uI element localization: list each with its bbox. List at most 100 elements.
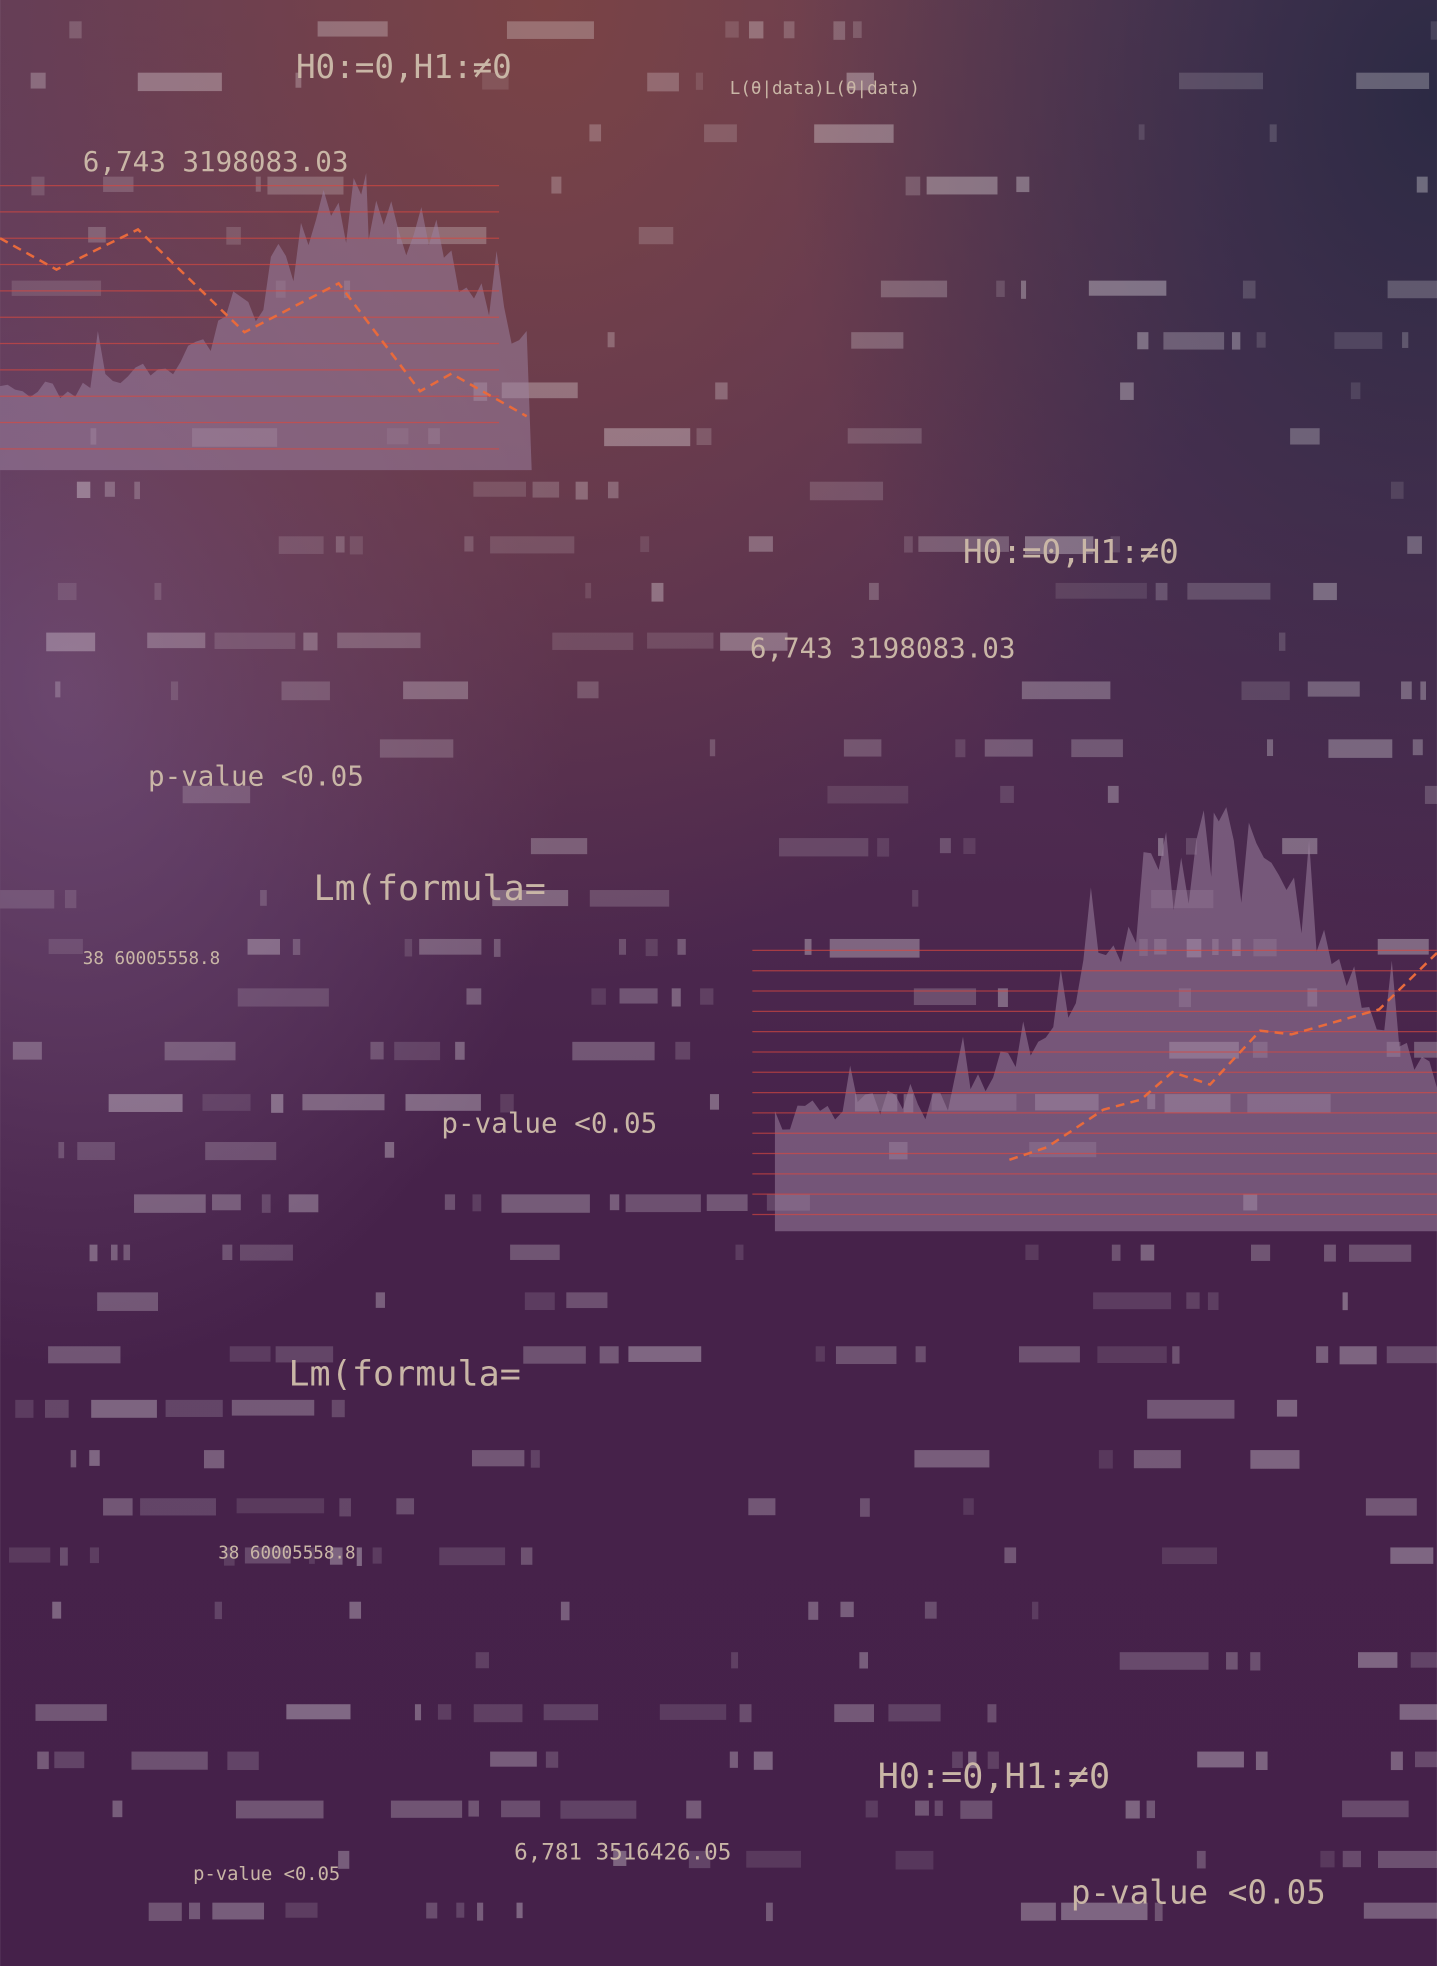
glitch-block: [1032, 1601, 1039, 1620]
glitch-block: [1138, 124, 1145, 140]
glitch-block: [123, 1244, 131, 1261]
glitch-block: [203, 1450, 225, 1469]
glitch-block: [1196, 1850, 1206, 1869]
glitch-block: [746, 1850, 801, 1868]
glitch-block: [1430, 21, 1437, 40]
glitch-block: [638, 226, 674, 245]
glitch-block: [987, 1704, 997, 1723]
glitch-block: [628, 1346, 702, 1362]
glitch-block: [1179, 72, 1263, 90]
glitch-block: [709, 1094, 720, 1110]
glitch-block: [1282, 838, 1318, 855]
number-text: 6,743 3198083.03: [83, 145, 349, 178]
glitch-block: [671, 988, 681, 1007]
glitch-block: [918, 536, 1009, 552]
glitch-block: [645, 938, 658, 957]
glitch-block: [1155, 582, 1168, 601]
glitch-block: [963, 838, 976, 855]
glitch-block: [783, 21, 795, 39]
glitch-block: [688, 1850, 711, 1869]
glitch-block: [607, 481, 619, 499]
glitch-block: [286, 1704, 351, 1720]
glitch-block: [510, 1244, 560, 1260]
glitch-block: [261, 1194, 271, 1213]
glitch-block: [1342, 1800, 1409, 1818]
glitch-block: [625, 1194, 701, 1213]
glitch-block: [1088, 280, 1167, 296]
glitch-block: [827, 785, 909, 804]
glitch-block: [888, 1704, 941, 1722]
glitch-block: [551, 176, 562, 194]
glitch-block: [419, 938, 482, 955]
glitch-block: [244, 1547, 291, 1564]
glitch-block: [905, 176, 921, 196]
glitch-block: [968, 1751, 977, 1769]
glitch-block: [271, 1094, 284, 1113]
glitch-block: [1146, 1800, 1156, 1819]
glitch-block: [235, 1800, 324, 1819]
glitch-block: [847, 428, 922, 444]
glitch-block: [530, 1450, 540, 1468]
glitch-block: [1399, 1704, 1437, 1720]
glitch-block: [468, 1800, 479, 1817]
glitch-block: [934, 1800, 943, 1816]
glitch-block: [1125, 1800, 1140, 1819]
glitch-block: [877, 838, 890, 857]
glitch-block: [1250, 1450, 1300, 1469]
glitch-block: [477, 1902, 484, 1921]
glitch-block: [278, 536, 324, 554]
glitch-block: [924, 1601, 937, 1619]
glitch-block: [804, 938, 812, 955]
glitch-block: [1349, 1244, 1412, 1262]
glitch-block: [618, 938, 627, 955]
glitch-block: [735, 1244, 744, 1261]
formula: p-value <0.05: [193, 1864, 340, 1885]
glitch-block: [77, 1142, 115, 1161]
glitch-block: [89, 1450, 100, 1466]
number-text: 6,743 3198083.03: [750, 631, 1016, 664]
glitch-block: [1363, 1902, 1437, 1919]
glitch-block: [164, 1041, 236, 1061]
glitch-block: [70, 1450, 77, 1468]
glitch-block: [915, 1800, 929, 1816]
glitch-block: [223, 1547, 235, 1566]
glitch-block: [281, 681, 330, 701]
glitch-block: [52, 1601, 62, 1619]
glitch-block: [404, 938, 413, 957]
glitch-block: [58, 1142, 65, 1159]
glitch-block: [915, 1346, 926, 1363]
glitch-block: [904, 536, 913, 553]
glitch-block: [89, 1244, 98, 1262]
glitch-block: [766, 1902, 773, 1922]
glitch-block: [1226, 1652, 1238, 1670]
glitch-block: [295, 72, 302, 88]
glitch-block: [91, 1399, 157, 1418]
glitch-block: [851, 332, 904, 349]
glitch-block: [148, 1902, 182, 1921]
glitch-block: [288, 1194, 319, 1213]
glitch-block: [913, 988, 977, 1006]
glitch-block: [30, 72, 46, 89]
glitch-block: [104, 481, 115, 497]
glitch-block: [647, 72, 679, 92]
glitch-block: [426, 1902, 438, 1919]
glitch-block: [15, 1399, 34, 1418]
glitch-block: [37, 1751, 49, 1770]
glitch-block: [1414, 1041, 1437, 1058]
glitch-block: [720, 632, 788, 651]
glitch-block: [545, 1751, 559, 1768]
glitch-block: [607, 332, 615, 348]
glitch-block: [493, 938, 501, 957]
glitch-block: [506, 21, 594, 39]
glitch-block: [1154, 1902, 1163, 1921]
glitch-block: [677, 938, 686, 955]
glitch-block: [675, 1041, 691, 1060]
glitch-block: [12, 1041, 42, 1060]
glitch-block: [1025, 1244, 1039, 1261]
formula: L(θ|data)L(θ|data): [730, 79, 920, 99]
glitch-block: [1197, 1751, 1244, 1768]
glitch-block: [1390, 1751, 1403, 1771]
glitch-block: [1313, 582, 1337, 601]
